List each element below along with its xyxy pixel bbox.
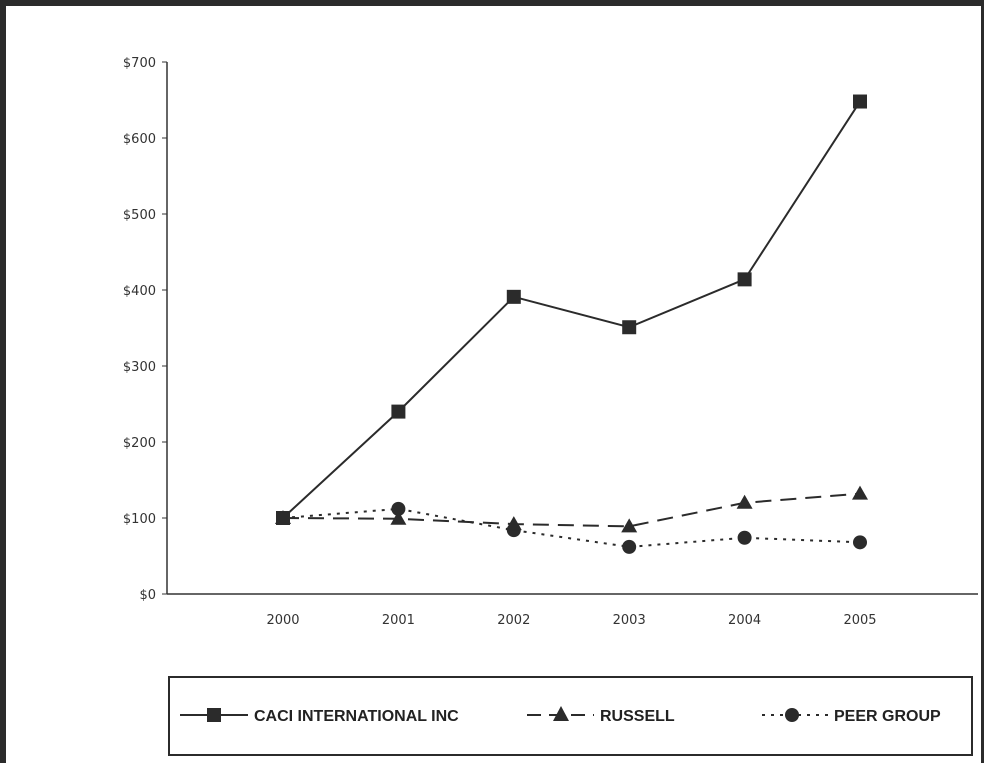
data-point-triangle bbox=[621, 518, 638, 533]
y-tick-label: $300 bbox=[123, 360, 156, 375]
data-point-triangle bbox=[736, 494, 753, 509]
legend-box bbox=[168, 676, 973, 756]
legend-russell-marker bbox=[553, 706, 569, 721]
y-tick-labels: $0 $100 $200 $300 $400 $500 $600 $700 bbox=[123, 56, 167, 603]
data-point-circle bbox=[391, 501, 406, 516]
series-line-triangle bbox=[282, 492, 861, 528]
data-point-square bbox=[737, 272, 752, 287]
x-tick-label: 2003 bbox=[613, 613, 646, 628]
series-lines bbox=[282, 100, 861, 548]
y-tick-label: $100 bbox=[123, 512, 156, 527]
x-tick-labels: 2000 2001 2002 2003 2004 2005 bbox=[266, 613, 876, 628]
data-point-triangle bbox=[505, 516, 522, 531]
legend-peer-marker bbox=[785, 708, 799, 722]
series-line-square bbox=[282, 100, 861, 519]
data-point-triangle bbox=[390, 510, 407, 525]
data-point-square bbox=[506, 289, 521, 304]
x-tick-label: 2004 bbox=[728, 613, 761, 628]
legend-caci-marker bbox=[207, 708, 221, 722]
x-tick-label: 2000 bbox=[266, 613, 299, 628]
data-point-square bbox=[853, 94, 867, 109]
data-point-circle bbox=[737, 530, 752, 545]
x-tick-label: 2001 bbox=[382, 613, 415, 628]
y-tick-label: $600 bbox=[123, 132, 156, 147]
legend-caci-label: CACI INTERNATIONAL INC bbox=[254, 708, 459, 725]
y-tick-label: $0 bbox=[139, 588, 156, 603]
x-tick-label: 2002 bbox=[497, 613, 530, 628]
data-point-square bbox=[276, 511, 290, 525]
legend-russell-label: RUSSELL bbox=[600, 708, 675, 725]
data-point-triangle bbox=[852, 485, 868, 500]
y-tick-label: $400 bbox=[123, 284, 156, 299]
y-tick-label: $200 bbox=[123, 436, 156, 451]
data-point-square bbox=[391, 404, 406, 419]
data-point-circle bbox=[622, 539, 637, 554]
data-point-circle bbox=[853, 535, 867, 550]
series-line-circle bbox=[282, 507, 861, 548]
axes bbox=[166, 62, 978, 595]
data-point-square bbox=[622, 320, 637, 335]
x-tick-label: 2005 bbox=[843, 613, 876, 628]
y-tick-label: $700 bbox=[123, 56, 156, 71]
legend: CACI INTERNATIONAL INC RUSSELL PEER GROU… bbox=[168, 676, 973, 756]
series-markers bbox=[275, 94, 868, 554]
y-tick-label: $500 bbox=[123, 208, 156, 223]
legend-peer-label: PEER GROUP bbox=[834, 708, 941, 725]
